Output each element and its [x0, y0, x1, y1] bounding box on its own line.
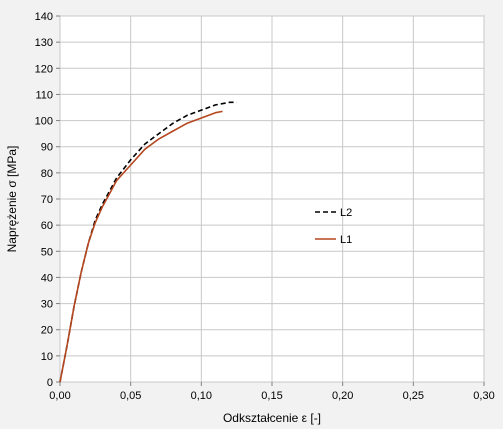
- y-axis-ticks: 0 10 20 30 40 50 60 70 80 90 100 110 120 130 140: [35, 11, 60, 389]
- y-tick-label: 100: [35, 116, 53, 128]
- y-tick-label: 90: [41, 142, 53, 154]
- x-tick-label: 0,15: [261, 390, 282, 402]
- y-tick-label: 70: [41, 194, 53, 206]
- series-line-l1: [59, 110, 223, 383]
- x-tick-label: 0,20: [332, 390, 353, 402]
- legend-label-l2: L2: [340, 207, 352, 219]
- y-tick-label: 0: [47, 377, 53, 389]
- x-tick-label: 0,10: [191, 390, 212, 402]
- y-tick-label: 20: [41, 325, 53, 337]
- y-tick-label: 30: [41, 299, 53, 311]
- y-tick-label: 130: [35, 37, 53, 49]
- x-tick-label: 0,30: [473, 390, 494, 402]
- y-tick-label: 140: [35, 11, 53, 23]
- x-tick-label: 0,00: [49, 390, 70, 402]
- y-tick-label: 110: [35, 89, 53, 101]
- y-tick-label: 80: [41, 168, 53, 180]
- y-tick-label: 40: [41, 272, 53, 284]
- x-tick-label: 0,05: [120, 390, 141, 402]
- y-axis-title: Naprężenie σ [MPa]: [5, 146, 19, 253]
- series-group: [59, 101, 237, 383]
- x-axis-ticks: 0,00 0,05 0,10 0,15 0,20 0,25 0,30: [49, 382, 495, 402]
- legend-label-l1: L1: [340, 234, 352, 246]
- x-axis-title: Odkształcenie ε [-]: [223, 411, 321, 425]
- y-tick-label: 50: [41, 246, 53, 258]
- x-tick-label: 0,25: [403, 390, 424, 402]
- y-tick-label: 120: [35, 63, 53, 75]
- y-tick-label: 60: [41, 220, 53, 232]
- legend: L2 L1: [315, 207, 352, 246]
- y-tick-label: 10: [41, 351, 53, 363]
